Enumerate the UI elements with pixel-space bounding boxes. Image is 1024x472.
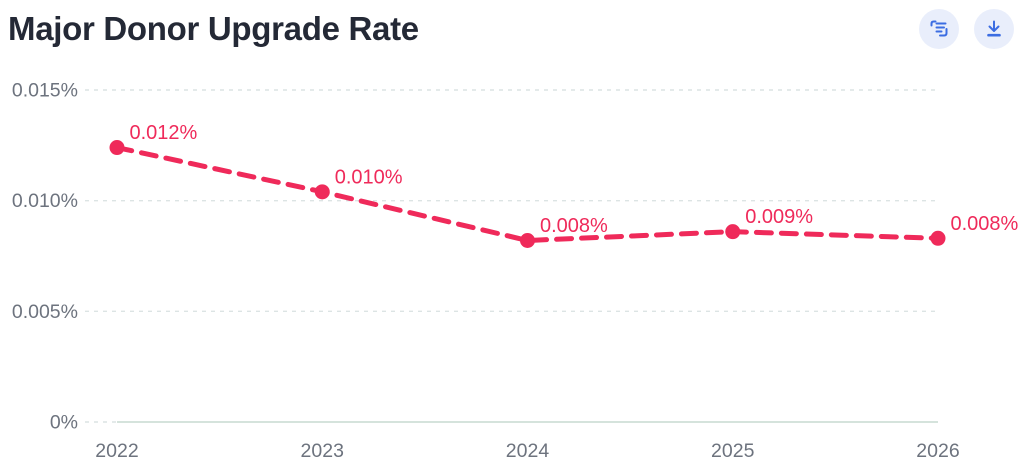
- copy-data-button[interactable]: [919, 9, 959, 49]
- x-axis-tick-label: 2023: [301, 440, 344, 462]
- copy-list-icon: [930, 20, 948, 37]
- x-axis-tick-label: 2025: [711, 440, 755, 462]
- point-value-label: 0.008%: [540, 215, 608, 237]
- download-button[interactable]: [974, 9, 1014, 49]
- trend-line: [114, 145, 941, 244]
- point-value-label: 0.012%: [130, 122, 198, 144]
- data-point[interactable]: [725, 224, 741, 240]
- data-point[interactable]: [520, 233, 535, 249]
- data-point[interactable]: [314, 184, 330, 200]
- y-axis-tick-label: 0.015%: [12, 80, 78, 102]
- point-value-label: 0.008%: [951, 213, 1019, 235]
- data-point[interactable]: [109, 140, 125, 156]
- page-title: Major Donor Upgrade Rate: [8, 10, 419, 47]
- y-axis-tick-label: 0.005%: [12, 301, 78, 323]
- x-axis-tick-label: 2026: [916, 440, 959, 462]
- point-value-label: 0.009%: [745, 206, 813, 228]
- y-axis-tick-label: 0.010%: [12, 190, 78, 212]
- download-icon: [987, 20, 1001, 37]
- x-axis-tick-label: 2022: [95, 440, 138, 462]
- y-axis-tick-label: 0%: [50, 412, 78, 434]
- data-point[interactable]: [930, 230, 946, 246]
- x-axis-tick-label: 2024: [506, 440, 550, 462]
- card-actions: [919, 8, 1014, 49]
- card-header: Major Donor Upgrade Rate: [0, 0, 1024, 49]
- point-value-label: 0.010%: [335, 166, 403, 188]
